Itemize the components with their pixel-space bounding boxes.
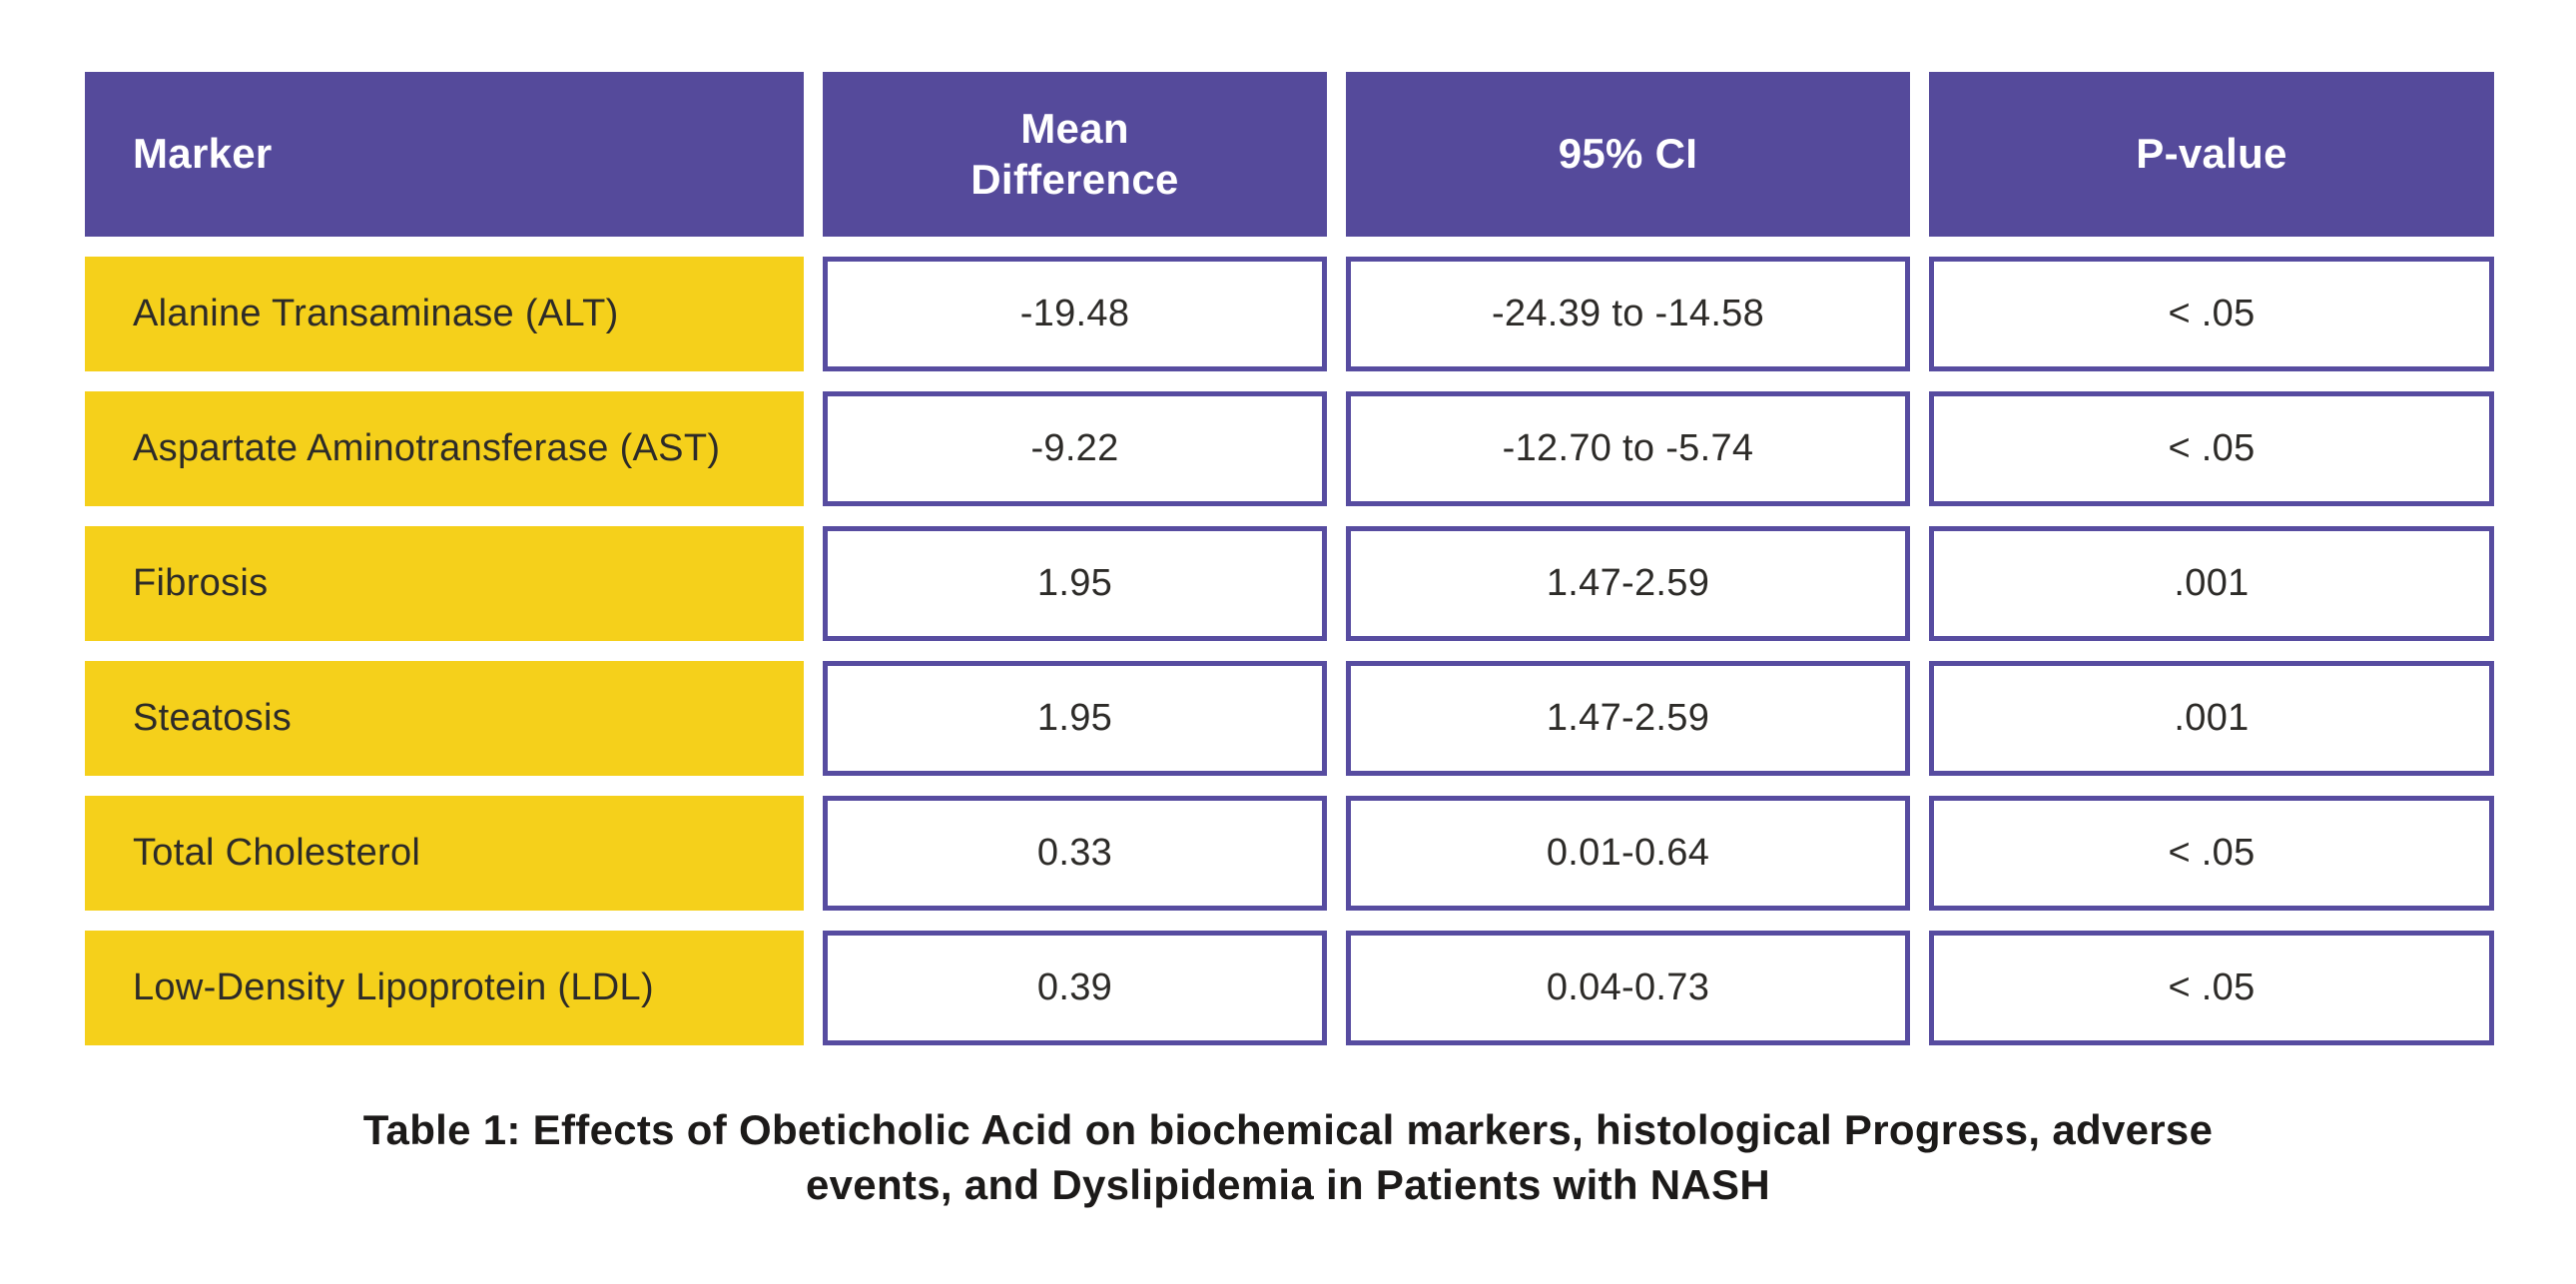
results-table: Marker Mean Difference 95% CI P-value Al… xyxy=(85,72,2495,1045)
marker-cell-steatosis: Steatosis xyxy=(85,661,804,776)
p-value-cell: < .05 xyxy=(1929,257,2494,371)
ci-cell: 0.01-0.64 xyxy=(1346,796,1910,911)
p-value-cell: < .05 xyxy=(1929,796,2494,911)
ci-cell: -12.70 to -5.74 xyxy=(1346,391,1910,506)
marker-cell-alt: Alanine Transaminase (ALT) xyxy=(85,257,804,371)
p-value-cell: < .05 xyxy=(1929,391,2494,506)
column-header-marker: Marker xyxy=(85,72,804,237)
ci-cell: 1.47-2.59 xyxy=(1346,661,1910,776)
mean-difference-cell: 1.95 xyxy=(823,526,1327,641)
ci-cell: -24.39 to -14.58 xyxy=(1346,257,1910,371)
ci-cell: 1.47-2.59 xyxy=(1346,526,1910,641)
table-caption-text: Table 1: Effects of Obeticholic Acid on … xyxy=(362,1106,2214,1209)
column-header-95-ci: 95% CI xyxy=(1346,72,1910,237)
mean-difference-cell: 0.33 xyxy=(823,796,1327,911)
column-header-p-value: P-value xyxy=(1929,72,2494,237)
mean-difference-cell: 1.95 xyxy=(823,661,1327,776)
mean-difference-cell: -19.48 xyxy=(823,257,1327,371)
mean-difference-cell: 0.39 xyxy=(823,931,1327,1045)
marker-cell-total-cholesterol: Total Cholesterol xyxy=(85,796,804,911)
p-value-cell: .001 xyxy=(1929,526,2494,641)
mean-difference-cell: -9.22 xyxy=(823,391,1327,506)
table-caption: Table 1: Effects of Obeticholic Acid on … xyxy=(0,1102,2576,1213)
column-header-mean-difference: Mean Difference xyxy=(823,72,1327,237)
marker-cell-fibrosis: Fibrosis xyxy=(85,526,804,641)
marker-cell-ast: Aspartate Aminotransferase (AST) xyxy=(85,391,804,506)
ci-cell: 0.04-0.73 xyxy=(1346,931,1910,1045)
marker-cell-ldl: Low-Density Lipoprotein (LDL) xyxy=(85,931,804,1045)
p-value-cell: < .05 xyxy=(1929,931,2494,1045)
p-value-cell: .001 xyxy=(1929,661,2494,776)
